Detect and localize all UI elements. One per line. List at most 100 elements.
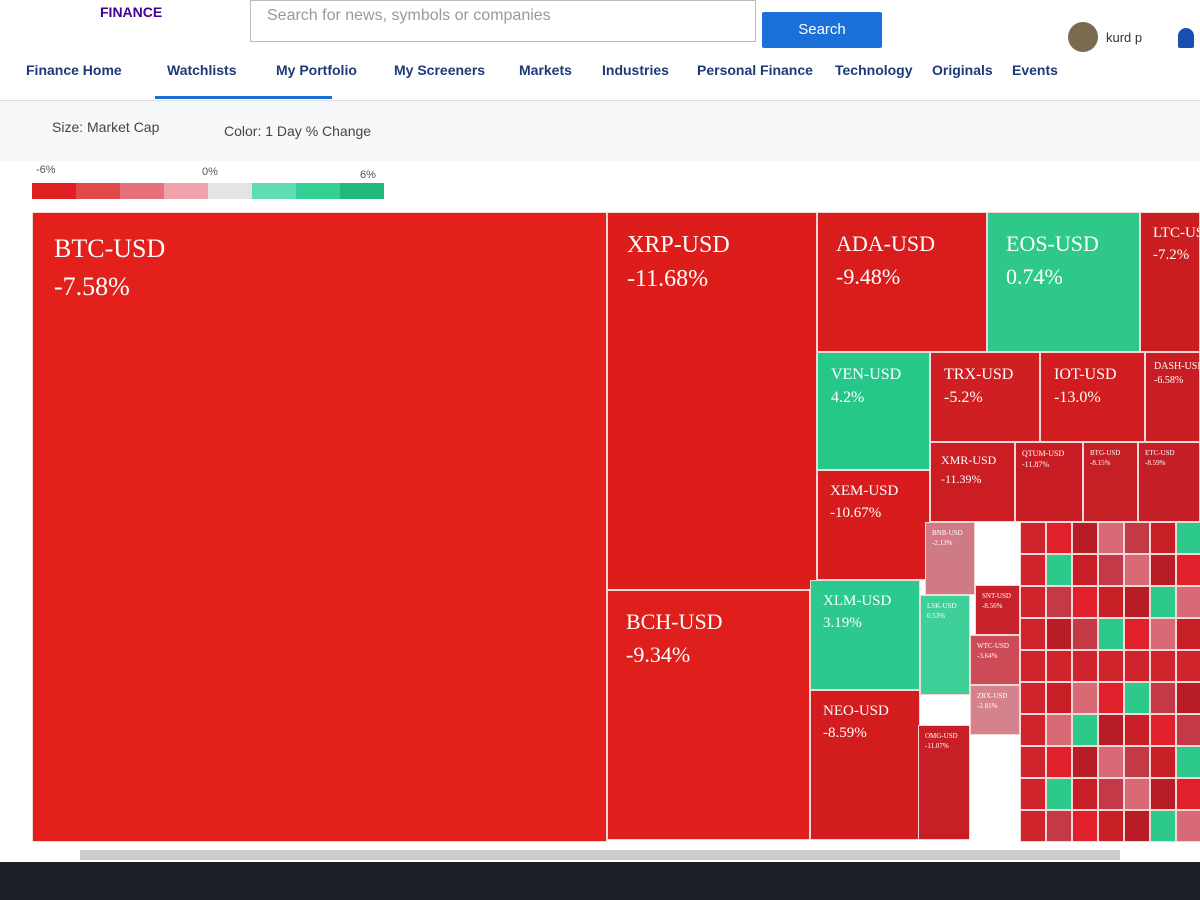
tile-symbol: BTC-USD xyxy=(54,234,166,263)
treemap-tile[interactable]: QTUM-USD -11.87% xyxy=(1015,442,1083,522)
treemap-tile[interactable]: BTC-USD -7.58% xyxy=(32,212,607,842)
treemap-tile[interactable]: ZRX-USD -2.81% xyxy=(970,685,1020,735)
bell-icon[interactable] xyxy=(1178,28,1194,48)
treemap-tile[interactable]: LSK-USD 0.53% xyxy=(920,595,970,695)
avatar[interactable] xyxy=(1068,22,1098,52)
treemap-cell xyxy=(1150,586,1176,618)
nav-link[interactable]: Personal Finance xyxy=(697,62,813,78)
tile-symbol: XEM-USD xyxy=(830,483,899,499)
treemap-tile[interactable]: ETC-USD -8.59% xyxy=(1138,442,1200,522)
treemap-cell xyxy=(1098,522,1124,554)
nav-link[interactable]: Technology xyxy=(835,62,913,78)
nav-link[interactable]: Events xyxy=(1012,62,1058,78)
treemap-cell xyxy=(1150,810,1176,842)
treemap-cell xyxy=(1124,586,1150,618)
treemap-cell xyxy=(1072,586,1098,618)
nav-link[interactable]: Markets xyxy=(519,62,572,78)
tile-symbol: BTG-USD xyxy=(1090,449,1121,457)
treemap-cell xyxy=(1072,554,1098,586)
legend-scale xyxy=(32,183,384,199)
treemap-cell xyxy=(1072,810,1098,842)
treemap-cell xyxy=(1098,650,1124,682)
treemap-tile[interactable]: BNB-USD -2.13% xyxy=(925,522,975,595)
tile-symbol: XRP-USD xyxy=(627,232,730,258)
nav-link[interactable]: Originals xyxy=(932,62,993,78)
tile-symbol: BCH-USD xyxy=(626,609,723,634)
treemap-cell xyxy=(1020,650,1046,682)
treemap-cell xyxy=(1124,810,1150,842)
treemap-cell xyxy=(1098,746,1124,778)
treemap-tile[interactable]: ADA-USD -9.48% xyxy=(817,212,987,352)
treemap-tile[interactable]: VEN-USD 4.2% xyxy=(817,352,930,470)
treemap-tile[interactable]: OMG-USD -11.07% xyxy=(918,725,970,840)
header: FINANCE Search for news, symbols or comp… xyxy=(0,0,1200,101)
treemap-tile[interactable]: TRX-USD -5.2% xyxy=(930,352,1040,442)
controls-bar: Size: Market Cap Color: 1 Day % Change xyxy=(0,101,1200,161)
search-button[interactable]: Search xyxy=(762,12,882,48)
treemap-tile[interactable]: DASH-USD -6.58% xyxy=(1145,352,1200,442)
treemap-cell xyxy=(1150,554,1176,586)
treemap-cell xyxy=(1176,554,1200,586)
treemap-tile[interactable]: XLM-USD 3.19% xyxy=(810,580,920,690)
treemap-cell xyxy=(1072,714,1098,746)
treemap-cell xyxy=(1072,618,1098,650)
treemap-tile[interactable]: NEO-USD -8.59% xyxy=(810,690,920,840)
treemap-cell xyxy=(1046,746,1072,778)
tile-symbol: EOS-USD xyxy=(1006,231,1099,256)
treemap-tile[interactable]: IOT-USD -13.0% xyxy=(1040,352,1145,442)
size-selector[interactable]: Size: Market Cap xyxy=(52,119,160,135)
tile-symbol: NEO-USD xyxy=(823,703,889,719)
treemap-tile[interactable]: LTC-USD -7.2% xyxy=(1140,212,1200,352)
tile-symbol: TRX-USD xyxy=(944,366,1014,383)
tile-symbol: LSK-USD xyxy=(927,602,957,610)
treemap-cell xyxy=(1046,682,1072,714)
nav-link[interactable]: Finance Home xyxy=(26,62,122,78)
nav-link[interactable]: Industries xyxy=(602,62,669,78)
treemap-cell xyxy=(1020,522,1046,554)
active-tab-indicator xyxy=(155,96,332,99)
nav-link[interactable]: My Screeners xyxy=(394,62,486,78)
treemap-cell xyxy=(1046,618,1072,650)
treemap-cell xyxy=(1176,522,1200,554)
treemap-tile[interactable]: BTG-USD -8.15% xyxy=(1083,442,1138,522)
tile-change: -11.07% xyxy=(925,742,949,750)
tile-symbol: OMG-USD xyxy=(925,732,958,740)
treemap-tile[interactable]: XMR-USD -11.39% xyxy=(930,442,1015,522)
tile-change: -2.13% xyxy=(932,539,953,547)
treemap-cell xyxy=(1020,618,1046,650)
treemap-tile[interactable]: SNT-USD -8.56% xyxy=(975,585,1020,635)
treemap-cell xyxy=(1020,682,1046,714)
tile-change: -13.0% xyxy=(1054,389,1101,406)
treemap-tile[interactable]: XRP-USD -11.68% xyxy=(607,212,817,590)
color-selector[interactable]: Color: 1 Day % Change xyxy=(224,123,372,139)
user-name[interactable]: kurd p xyxy=(1106,30,1143,45)
taskbar xyxy=(0,862,1200,900)
treemap-tile[interactable]: BCH-USD -9.34% xyxy=(607,590,810,840)
treemap-tile[interactable]: EOS-USD 0.74% xyxy=(987,212,1140,352)
logo[interactable]: FINANCE xyxy=(100,4,163,20)
treemap-tile[interactable]: WTC-USD -3.64% xyxy=(970,635,1020,685)
treemap-cell xyxy=(1098,810,1124,842)
treemap-cell xyxy=(1098,714,1124,746)
tile-symbol: LTC-USD xyxy=(1153,225,1199,241)
tile-symbol: VEN-USD xyxy=(831,366,902,383)
treemap-cell xyxy=(1098,778,1124,810)
treemap-cell xyxy=(1124,778,1150,810)
treemap-cell xyxy=(1020,810,1046,842)
tile-symbol: DASH-USD xyxy=(1154,361,1200,372)
nav-link[interactable]: My Portfolio xyxy=(276,62,357,78)
treemap-cell xyxy=(1020,778,1046,810)
search-box[interactable]: Search for news, symbols or companies xyxy=(250,0,756,42)
treemap-cell xyxy=(1150,714,1176,746)
treemap-cell xyxy=(1176,810,1200,842)
treemap-cell xyxy=(1124,522,1150,554)
tile-change: -11.68% xyxy=(627,266,709,292)
treemap-cell xyxy=(1124,682,1150,714)
treemap-tile[interactable]: XEM-USD -10.67% xyxy=(817,470,930,580)
nav-link[interactable]: Watchlists xyxy=(167,62,237,78)
treemap-cell xyxy=(1176,586,1200,618)
treemap-cell xyxy=(1124,554,1150,586)
treemap-cell xyxy=(1124,618,1150,650)
